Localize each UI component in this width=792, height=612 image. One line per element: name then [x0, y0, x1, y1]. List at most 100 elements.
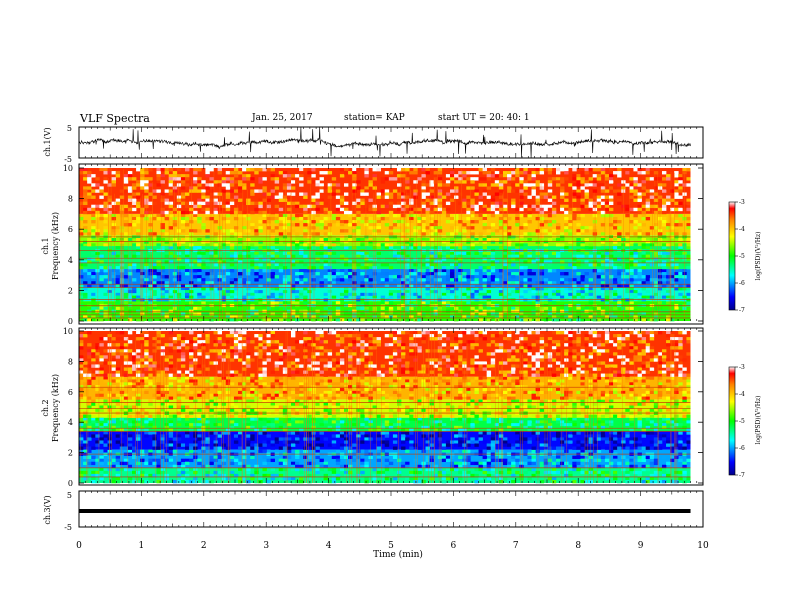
spectrogram-speckle [645, 257, 651, 261]
spectrogram-speckle [384, 476, 390, 481]
spectrogram-speckle [246, 168, 251, 172]
spectrogram-speckle [551, 470, 557, 475]
spectrogram-speckle [152, 440, 157, 444]
spectrogram-speckle [87, 240, 92, 244]
spectrogram-speckle [229, 210, 235, 215]
spectrogram-speckle [666, 198, 671, 202]
spectrogram-speckle [401, 232, 406, 236]
spectrogram-speckle [172, 437, 178, 441]
spectrogram-speckle [303, 295, 308, 299]
spectrogram-speckle [360, 201, 365, 206]
spectrogram-speckle [123, 284, 129, 288]
spectrogram-speckle [486, 195, 492, 199]
spectrogram-speckle [246, 201, 251, 206]
spectrogram-speckle [437, 470, 443, 475]
spectrogram-speckle [617, 479, 622, 484]
spectrogram-speckle [164, 309, 169, 313]
spectrogram-speckle [572, 192, 577, 196]
spectrogram-speckle [661, 467, 667, 472]
spectrogram-speckle [515, 306, 520, 310]
spectrogram-speckle [613, 473, 618, 478]
spectrogram-speckle [160, 287, 165, 291]
spectrogram-speckle [449, 226, 455, 230]
spectrogram-speckle [560, 192, 565, 196]
spectrogram-speckle [433, 263, 439, 267]
spectrogram-speckle [185, 434, 190, 438]
spectrogram-speckle [608, 177, 614, 181]
spectrogram-speckle [160, 470, 165, 475]
spectrogram-speckle [384, 223, 390, 227]
spectrogram-speckle [343, 431, 349, 435]
spectrogram-speckle [396, 201, 402, 206]
spectrogram-speckle [295, 232, 300, 236]
spectrogram-speckle [295, 440, 300, 444]
spectrogram-speckle [319, 238, 324, 241]
spectrogram-speckle [527, 195, 532, 199]
spectrogram-speckle [197, 177, 202, 181]
spectrogram-speckle [600, 213, 606, 218]
spectrogram-speckle [543, 287, 549, 291]
spectrogram-speckle [482, 223, 487, 227]
spectrogram-speckle [189, 186, 194, 190]
spectrogram-speckle [560, 467, 565, 472]
spectrogram-speckle [156, 213, 161, 218]
spectrogram-speckle [409, 240, 414, 244]
spectrogram-speckle [449, 467, 455, 472]
spectrogram-speckle [266, 251, 271, 255]
spectrogram-speckle [343, 464, 349, 469]
spectrogram-speckle [95, 440, 100, 444]
spectrogram-speckle [372, 287, 377, 291]
spectrogram-speckle [551, 476, 557, 481]
spectrogram-speckle [494, 204, 500, 209]
spectrogram-speckle [670, 458, 675, 463]
spectrogram-speckle [445, 476, 451, 481]
spectrogram-speckle [156, 183, 161, 187]
spectrogram-speckle [580, 204, 585, 209]
spectrogram-speckle [649, 263, 655, 267]
spectrogram-speckle [425, 240, 430, 244]
spectrogram-speckle [311, 266, 316, 270]
spectrogram-speckle [441, 266, 447, 270]
spectrogram-speckle [242, 449, 247, 453]
spectrogram-speckle [356, 238, 361, 241]
spectrogram-speckle [482, 312, 487, 316]
spectrogram-speckle [649, 189, 655, 193]
spectrogram-speckle [564, 210, 569, 215]
spectrogram-speckle [519, 251, 524, 255]
spectrogram-speckle [290, 192, 296, 196]
spectrogram-speckle [421, 174, 426, 178]
spectrogram-speckle [429, 238, 434, 241]
spectrogram-speckle [584, 223, 589, 227]
spectrogram-speckle [119, 195, 125, 199]
spectrogram-speckle [348, 278, 353, 282]
spectrogram-speckle [79, 470, 84, 475]
spectrogram-speckle [568, 260, 573, 264]
spectrogram-speckle [193, 306, 198, 310]
spectrogram-speckle [238, 232, 243, 236]
spectrogram-speckle [152, 216, 157, 221]
spectrogram-speckle [490, 229, 496, 233]
spectrogram-speckle [278, 318, 284, 322]
spectrogram-speckle [274, 180, 280, 184]
spectrogram-speckle [645, 251, 651, 255]
spectrogram-speckle [486, 272, 492, 276]
spectrogram-speckle [666, 177, 671, 181]
spectrogram-speckle [405, 177, 410, 181]
spectrogram-speckle [653, 204, 659, 209]
spectrogram-speckle [180, 192, 186, 196]
spectrogram-speckle [311, 461, 316, 466]
spectrogram-speckle [653, 257, 659, 261]
spectrogram-speckle [568, 263, 573, 267]
spectrogram-speckle [547, 177, 553, 181]
spectrogram-speckle [79, 195, 84, 199]
spectrogram-speckle [405, 461, 410, 466]
spectrogram-speckle [185, 467, 190, 472]
spectrogram-speckle [225, 272, 231, 276]
spectrogram-speckle [140, 473, 145, 478]
spectrogram-speckle [266, 306, 271, 310]
spectrogram-speckle [437, 455, 443, 459]
spectrogram-speckle [229, 251, 235, 255]
spectrogram-speckle [596, 473, 602, 478]
spectrogram-speckle [409, 238, 414, 241]
spectrogram-speckle [79, 168, 84, 172]
